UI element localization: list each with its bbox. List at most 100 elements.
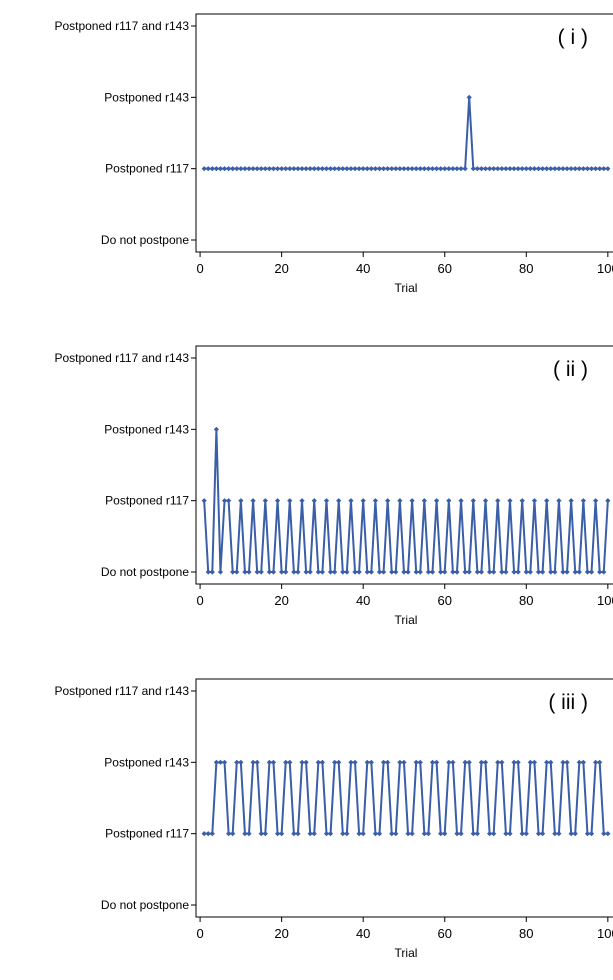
data-point [466, 569, 472, 575]
data-point [511, 166, 517, 172]
data-point [287, 166, 293, 172]
data-point [458, 166, 464, 172]
data-point [462, 759, 468, 765]
data-point [274, 166, 281, 172]
data-point [601, 166, 607, 172]
data-point [429, 569, 436, 575]
data-point [393, 569, 399, 575]
data-point [315, 759, 321, 765]
data-point [295, 569, 301, 575]
data-point [295, 831, 301, 837]
data-point [572, 569, 578, 575]
data-point [380, 166, 387, 172]
data-point [446, 498, 452, 504]
data-point [519, 498, 525, 504]
data-point [217, 166, 224, 172]
data-point [279, 831, 285, 837]
data-point [454, 831, 460, 837]
data-point [303, 166, 309, 172]
data-point [442, 569, 448, 575]
data-point [519, 166, 525, 172]
data-point [511, 569, 517, 575]
data-point [556, 166, 562, 172]
data-point [254, 759, 260, 765]
data-point [230, 166, 236, 172]
data-point [588, 569, 595, 575]
data-point [340, 569, 346, 575]
data-point [540, 569, 546, 575]
data-point [531, 166, 538, 172]
data-point [527, 166, 533, 172]
data-point [462, 166, 468, 172]
data-point [454, 166, 460, 172]
data-point [299, 759, 305, 765]
x-tick-label: 60 [438, 261, 452, 276]
data-point [593, 759, 599, 765]
data-point [450, 166, 456, 172]
data-point [552, 831, 558, 837]
data-point [348, 166, 354, 172]
data-point [572, 166, 578, 172]
data-point [291, 569, 297, 575]
data-point [409, 166, 415, 172]
data-point [217, 569, 224, 575]
x-tick-label: 60 [438, 926, 452, 941]
data-point [323, 166, 330, 172]
data-point [438, 166, 444, 172]
data-point [311, 498, 317, 504]
x-tick-label: 40 [356, 926, 370, 941]
data-point [458, 498, 464, 504]
data-point [201, 831, 207, 837]
x-tick-label: 40 [356, 593, 370, 608]
data-point [279, 569, 285, 575]
data-point [332, 569, 338, 575]
data-point [238, 498, 244, 504]
data-point [597, 166, 603, 172]
data-point [458, 831, 464, 837]
data-point [238, 166, 244, 172]
data-point [552, 569, 558, 575]
data-point [474, 166, 480, 172]
data-point [511, 759, 517, 765]
data-point [360, 498, 366, 504]
data-point [376, 569, 383, 575]
data-point [303, 759, 309, 765]
data-point [336, 759, 342, 765]
data-point [323, 498, 330, 504]
data-point [226, 166, 232, 172]
x-tick-label: 40 [356, 261, 370, 276]
data-point [258, 569, 264, 575]
y-tick-label: Do not postpone [101, 898, 189, 912]
data-point [491, 831, 497, 837]
data-point [605, 498, 611, 504]
data-point [605, 831, 611, 837]
data-point [266, 569, 272, 575]
data-point [327, 569, 334, 575]
data-point [242, 831, 248, 837]
data-point [311, 166, 317, 172]
data-point [560, 166, 566, 172]
data-point [376, 166, 383, 172]
data-point [576, 569, 582, 575]
data-point [486, 831, 493, 837]
data-point [221, 166, 228, 172]
data-point [417, 569, 423, 575]
data-point [340, 166, 346, 172]
data-point [564, 166, 570, 172]
data-point [213, 166, 219, 172]
data-point [523, 831, 529, 837]
data-point [580, 166, 586, 172]
data-point [368, 166, 374, 172]
data-point [348, 498, 354, 504]
data-point [319, 166, 326, 172]
x-axis-label: Trial [395, 946, 418, 960]
data-point [584, 166, 591, 172]
data-point [376, 831, 383, 837]
data-point [531, 498, 538, 504]
data-point [425, 569, 432, 575]
data-point [201, 498, 207, 504]
data-point [442, 831, 448, 837]
data-point [421, 831, 427, 837]
data-point [262, 498, 268, 504]
